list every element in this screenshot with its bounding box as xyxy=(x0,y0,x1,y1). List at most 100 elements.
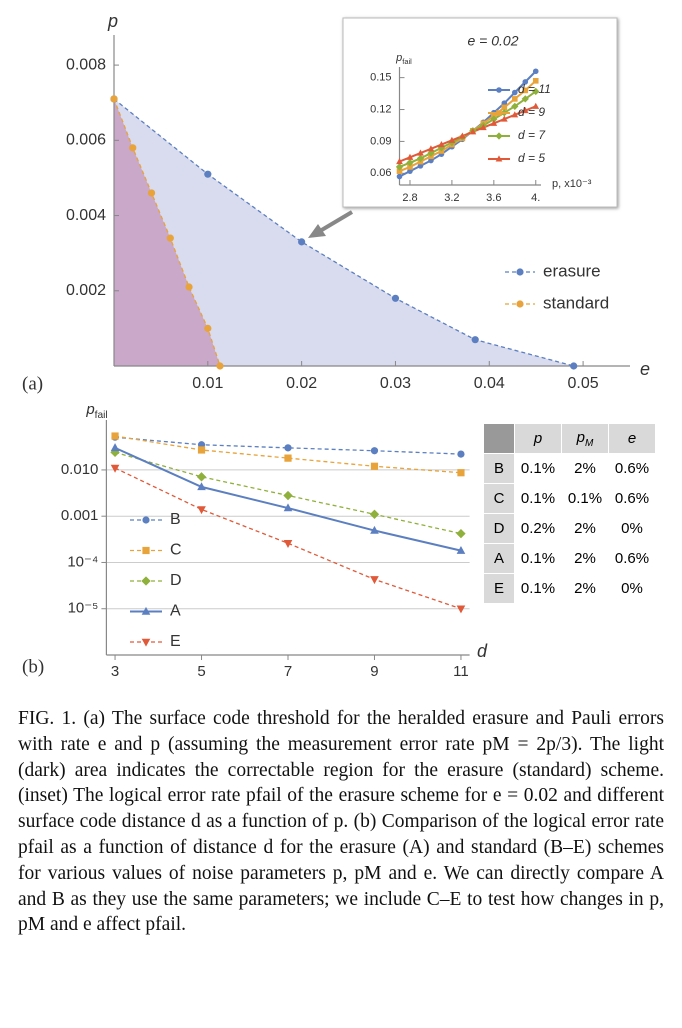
table-header-row: p pM e xyxy=(483,423,656,454)
data-point xyxy=(407,164,413,170)
legend-label: d = 7 xyxy=(518,128,546,142)
data-point xyxy=(111,432,119,440)
legend-marker xyxy=(496,110,502,116)
x-tick-label: 0.01 xyxy=(192,375,223,392)
data-point xyxy=(407,168,413,174)
table-header: pM xyxy=(561,423,609,454)
y-tick-label: 0.004 xyxy=(66,207,106,224)
data-point xyxy=(370,525,379,534)
data-point xyxy=(395,163,404,171)
y-tick-label: 0.002 xyxy=(66,282,106,299)
data-point xyxy=(469,128,477,135)
table-row-label: B xyxy=(483,453,515,484)
data-point xyxy=(396,173,403,180)
area xyxy=(114,98,221,367)
data-point xyxy=(490,119,498,126)
data-point xyxy=(521,106,529,114)
table-row: B 0.1% 2% 0.6% xyxy=(483,453,656,484)
data-point xyxy=(511,96,518,102)
x-tick-label: 0.04 xyxy=(474,375,505,392)
y-tick-label: 10⁻⁴ xyxy=(67,553,98,570)
x-axis-label: p, x10⁻³ xyxy=(552,178,592,190)
data-point xyxy=(204,170,212,178)
chart-title: e = 0.02 xyxy=(468,33,519,49)
data-point xyxy=(417,149,424,156)
x-tick-label: 3 xyxy=(111,663,119,680)
x-axis-label: e xyxy=(640,359,650,379)
legend-label: d = 11 xyxy=(518,82,551,96)
data-point xyxy=(471,336,479,344)
inset-box xyxy=(342,17,618,208)
table-cell: 2% xyxy=(561,513,609,544)
y-axis-label-base: p xyxy=(85,401,94,418)
y-tick-label: 0.09 xyxy=(370,135,391,147)
x-axis-label: d xyxy=(477,641,488,661)
y-tick-label: 0.001 xyxy=(61,507,99,524)
data-point xyxy=(283,503,293,512)
table-row-label: A xyxy=(483,543,515,574)
series-line xyxy=(114,467,462,610)
table-row: D 0.2% 2% 0% xyxy=(483,513,656,544)
table-corner xyxy=(483,423,515,454)
panel-label: (b) xyxy=(22,656,44,677)
panel-label: (a) xyxy=(22,373,43,394)
data-point xyxy=(216,362,224,370)
table-cell: 2% xyxy=(561,543,609,574)
table-row-label: D xyxy=(483,513,515,544)
data-point xyxy=(110,464,120,473)
data-point xyxy=(204,324,212,332)
legend-label: C xyxy=(170,542,182,559)
y-axis-label-sub: fail xyxy=(95,410,108,421)
x-tick-label: 5 xyxy=(197,663,205,680)
table-header-sub: M xyxy=(585,437,594,449)
caption: FIG. 1. (a) The surface code threshold f… xyxy=(18,708,664,936)
legend-marker xyxy=(141,606,151,615)
data-point xyxy=(532,68,539,75)
table-cell: 0% xyxy=(608,573,656,604)
table-cell: 0.2% xyxy=(514,513,562,544)
data-point xyxy=(197,482,206,491)
y-tick-label: 0.12 xyxy=(370,103,391,115)
legend-label: B xyxy=(170,511,181,528)
legend-marker xyxy=(142,516,150,524)
legend-label: d = 5 xyxy=(518,151,545,165)
x-tick-label: 4. xyxy=(531,192,540,204)
data-point xyxy=(283,490,293,501)
y-tick-label: 0.008 xyxy=(66,56,106,73)
y-axis-label-base: p xyxy=(395,52,402,64)
data-point xyxy=(438,140,445,148)
legend-label: E xyxy=(170,633,181,650)
data-point xyxy=(370,447,379,455)
table-header: p xyxy=(514,423,562,454)
data-point xyxy=(457,469,465,477)
data-point xyxy=(129,144,137,152)
data-point xyxy=(511,102,519,110)
data-point xyxy=(456,605,466,614)
table-cell: 0.6% xyxy=(608,483,656,514)
figure: (a) (b) 0.002 0.004 0.006 0.008 0.01 0.02 0.03… xyxy=(22,11,650,680)
legend-label: D xyxy=(170,572,182,589)
data-point xyxy=(500,115,508,122)
table-row: A 0.1% 2% 0.6% xyxy=(483,543,656,574)
data-point xyxy=(406,159,414,167)
data-point xyxy=(532,78,539,84)
legend-label: erasure xyxy=(543,261,601,280)
legend-label: A xyxy=(170,603,181,620)
data-point xyxy=(110,95,118,103)
data-point xyxy=(391,294,400,302)
y-tick-label: 0.06 xyxy=(370,167,391,179)
table-cell: 2% xyxy=(561,573,609,604)
data-point xyxy=(185,283,193,291)
data-point xyxy=(459,132,466,139)
y-tick-label: 0.010 xyxy=(61,461,99,478)
data-point xyxy=(456,528,466,539)
data-point xyxy=(298,238,306,246)
table-header-base: p xyxy=(576,428,585,446)
data-point xyxy=(570,362,578,370)
x-tick-label: 0.05 xyxy=(568,375,599,392)
legend-label: d = 9 xyxy=(518,105,545,119)
legend-marker xyxy=(141,638,151,647)
data-point xyxy=(197,446,206,454)
data-point xyxy=(522,87,529,94)
